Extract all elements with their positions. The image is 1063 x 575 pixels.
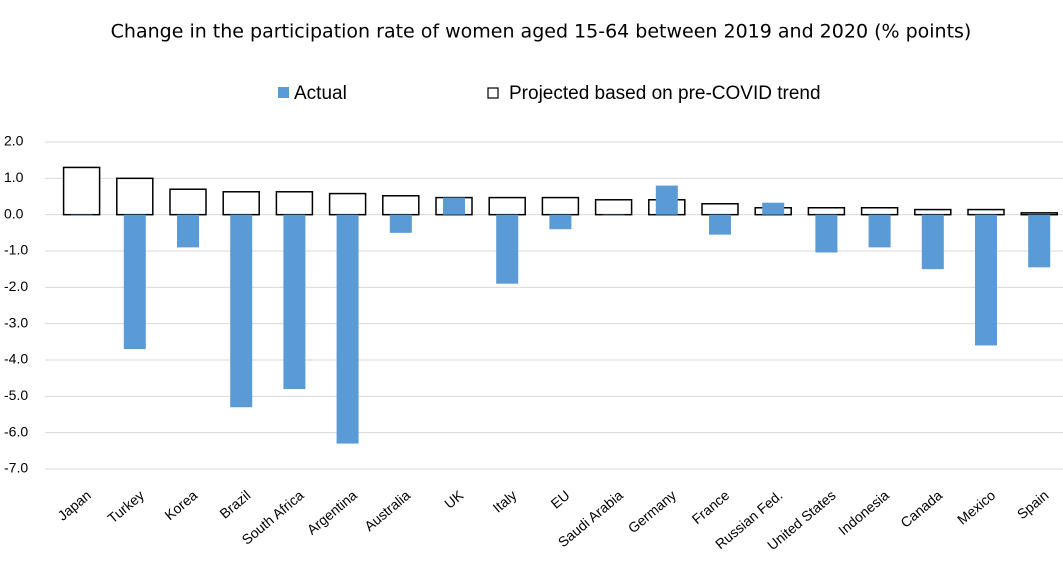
x-tick-label: France [689, 487, 733, 527]
bar [762, 202, 785, 215]
bar [815, 214, 838, 253]
bar [860, 207, 899, 216]
bar [389, 214, 412, 233]
bar [123, 214, 146, 350]
y-tick-label: -5.0 [4, 387, 28, 403]
x-tick-label: Japan [54, 487, 94, 524]
x-tick-label: Indonesia [835, 487, 892, 538]
bar [868, 214, 891, 248]
bar [655, 185, 678, 215]
bar [1020, 212, 1058, 216]
bar [541, 196, 580, 216]
bar [443, 197, 465, 215]
x-tick-label: Turkey [104, 487, 147, 526]
bar [549, 214, 572, 230]
bar [222, 191, 260, 216]
bar [602, 214, 625, 216]
x-tick-label: Germany [625, 487, 679, 536]
y-tick-label: -7.0 [4, 460, 28, 476]
y-tick-label: -4.0 [4, 351, 28, 367]
legend-label: Projected based on pre-COVID trend [509, 83, 821, 104]
bar [283, 214, 306, 390]
y-tick-label: 2.0 [4, 133, 24, 149]
bar [921, 214, 944, 270]
bar [177, 214, 199, 248]
bar [382, 195, 420, 216]
y-tick-label: -3.0 [4, 314, 28, 330]
x-tick-label: UK [441, 486, 467, 511]
bar [496, 214, 519, 284]
legend-swatch [487, 87, 499, 99]
bar [709, 214, 731, 235]
bar [70, 214, 93, 216]
bar [1028, 214, 1051, 268]
x-tick-label: Italy [490, 487, 520, 516]
legend-swatch [278, 87, 289, 98]
y-tick-label: 1.0 [4, 169, 24, 185]
bar [967, 208, 1005, 216]
bar [488, 196, 526, 216]
y-tick-label: -2.0 [4, 278, 28, 294]
x-tick-label: Brazil [216, 487, 253, 522]
bar [594, 199, 633, 216]
x-tick-label: Canada [897, 487, 945, 531]
legend-label: Actual [294, 83, 347, 104]
chart-title: Change in the participation rate of wome… [111, 21, 972, 43]
x-tick-label: EU [548, 487, 573, 512]
bar [230, 214, 253, 408]
bar [275, 191, 314, 216]
y-tick-label: -6.0 [4, 423, 28, 439]
x-tick-label: Australia [361, 487, 413, 534]
bar [807, 207, 846, 216]
bar [701, 203, 739, 216]
x-tick-label: Mexico [954, 487, 998, 528]
y-tick-label: 0.0 [4, 205, 24, 221]
bar [975, 214, 997, 346]
y-tick-label: -1.0 [4, 242, 28, 258]
x-tick-label: Argentina [304, 487, 360, 538]
bar [169, 188, 207, 216]
x-tick-label: Korea [161, 487, 200, 523]
x-tick-label: Spain [1014, 487, 1052, 522]
bar [116, 177, 154, 216]
bar [914, 208, 952, 216]
bar [62, 166, 101, 216]
bar [328, 192, 367, 216]
bar [336, 214, 359, 444]
